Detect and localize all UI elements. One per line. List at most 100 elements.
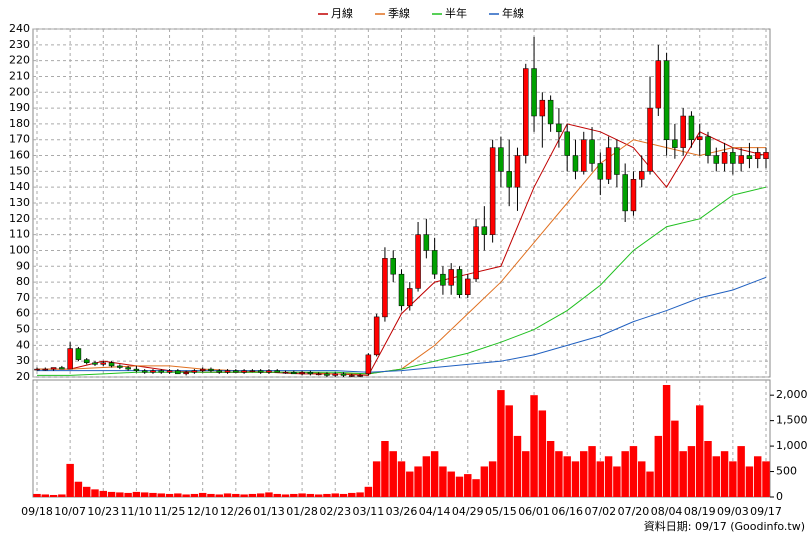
- legend-label: 月線: [331, 6, 353, 20]
- candle-body: [274, 370, 280, 373]
- volume-bar: [695, 405, 704, 497]
- candle-body: [415, 234, 421, 289]
- candle-body: [713, 155, 720, 164]
- volume-bar: [49, 494, 58, 497]
- candle-body: [183, 372, 189, 375]
- candle-body: [224, 370, 231, 373]
- y-tick-label: 170: [9, 133, 30, 146]
- volume-bar: [256, 493, 265, 497]
- x-tick-label: 12/26: [220, 505, 252, 518]
- volume-bar: [339, 493, 348, 497]
- volume-bar: [488, 461, 497, 497]
- volume-bar: [729, 461, 737, 497]
- volume-bar: [215, 494, 223, 497]
- candle-body: [266, 370, 272, 373]
- volume-bar: [323, 493, 331, 497]
- candle-body: [42, 368, 49, 371]
- candle-body: [158, 370, 165, 373]
- candle-body: [647, 107, 653, 172]
- volume-bar: [331, 493, 339, 497]
- candle-body: [448, 269, 454, 286]
- y-tick-label: 70: [16, 291, 30, 304]
- candle-body: [523, 68, 529, 156]
- volume-bar: [99, 490, 108, 497]
- volume-bar: [281, 494, 290, 497]
- volume-bar: [439, 466, 447, 497]
- legend-label: 半年: [445, 6, 467, 20]
- ma-line: [37, 123, 767, 376]
- volume-bar: [745, 466, 754, 497]
- y2-tick-label: 500: [776, 465, 797, 478]
- candle-body: [531, 68, 537, 117]
- candle-body: [34, 368, 40, 371]
- candle-body: [680, 115, 686, 148]
- volume-bar: [265, 492, 273, 497]
- candle-body: [166, 370, 173, 373]
- candle-body: [398, 273, 405, 307]
- candle-body: [489, 147, 496, 235]
- x-tick-label: 09/03: [717, 505, 749, 518]
- volume-bar: [116, 492, 124, 497]
- volume-bar: [198, 492, 207, 497]
- candle-body: [572, 155, 579, 172]
- candle-body: [473, 226, 479, 280]
- volume-bar: [638, 461, 646, 497]
- candle-body: [440, 273, 446, 286]
- x-tick-label: 08/19: [684, 505, 716, 518]
- volume-bar: [232, 493, 240, 497]
- volume-bar: [530, 395, 538, 497]
- volume-bar: [298, 493, 306, 497]
- y-tick-label: 80: [16, 275, 30, 288]
- volume-bar: [240, 494, 248, 497]
- volume-bar: [290, 493, 298, 497]
- x-tick-label: 11/25: [154, 505, 186, 518]
- candle-body: [150, 370, 156, 373]
- volume-bar: [513, 435, 522, 497]
- candle-body: [672, 139, 678, 148]
- candle-body: [282, 372, 289, 374]
- volume-bar: [762, 461, 770, 497]
- x-tick-label: 06/16: [551, 505, 583, 518]
- x-tick-label: 02/23: [319, 505, 351, 518]
- volume-bar: [671, 420, 679, 497]
- volume-bar: [107, 491, 116, 497]
- y-tick-label: 210: [9, 69, 30, 82]
- candle-body: [730, 152, 736, 164]
- volume-bar: [356, 492, 364, 497]
- volume-bar: [91, 489, 99, 497]
- volume-bar: [505, 405, 513, 497]
- volume-bar: [580, 451, 588, 497]
- x-tick-label: 05/15: [485, 505, 517, 518]
- y2-tick-label: 2,000: [776, 388, 808, 401]
- volume-bar: [406, 471, 414, 497]
- y-tick-label: 190: [9, 101, 30, 114]
- candle-body: [133, 368, 140, 371]
- candle-body: [233, 370, 239, 373]
- y-tick-label: 50: [16, 323, 30, 336]
- volume-bar: [455, 476, 464, 497]
- x-tick-label: 08/04: [651, 505, 683, 518]
- x-tick-label: 07/02: [584, 505, 616, 518]
- volume-bar: [372, 461, 381, 497]
- candle-body: [241, 370, 247, 373]
- candle-body: [564, 131, 570, 156]
- x-tick-label: 06/01: [518, 505, 550, 518]
- volume-bar: [472, 479, 480, 497]
- volume-bar: [480, 466, 489, 497]
- volume-bar: [737, 446, 745, 497]
- y-tick-label: 120: [9, 212, 30, 225]
- volume-bar: [132, 491, 141, 497]
- volume-bar: [563, 456, 571, 497]
- y-tick-label: 140: [9, 180, 30, 193]
- candle-body: [365, 354, 372, 375]
- legend-label: 年線: [502, 6, 524, 20]
- volume-bar: [149, 492, 157, 497]
- candle-body: [738, 155, 744, 164]
- y-tick-label: 60: [16, 307, 30, 320]
- source: 資料日期: 09/17 (Goodinfo.tw): [644, 519, 805, 533]
- candle-body: [291, 372, 297, 375]
- candle-body: [514, 155, 521, 188]
- volume-bar: [82, 486, 91, 497]
- candle-body: [581, 139, 587, 172]
